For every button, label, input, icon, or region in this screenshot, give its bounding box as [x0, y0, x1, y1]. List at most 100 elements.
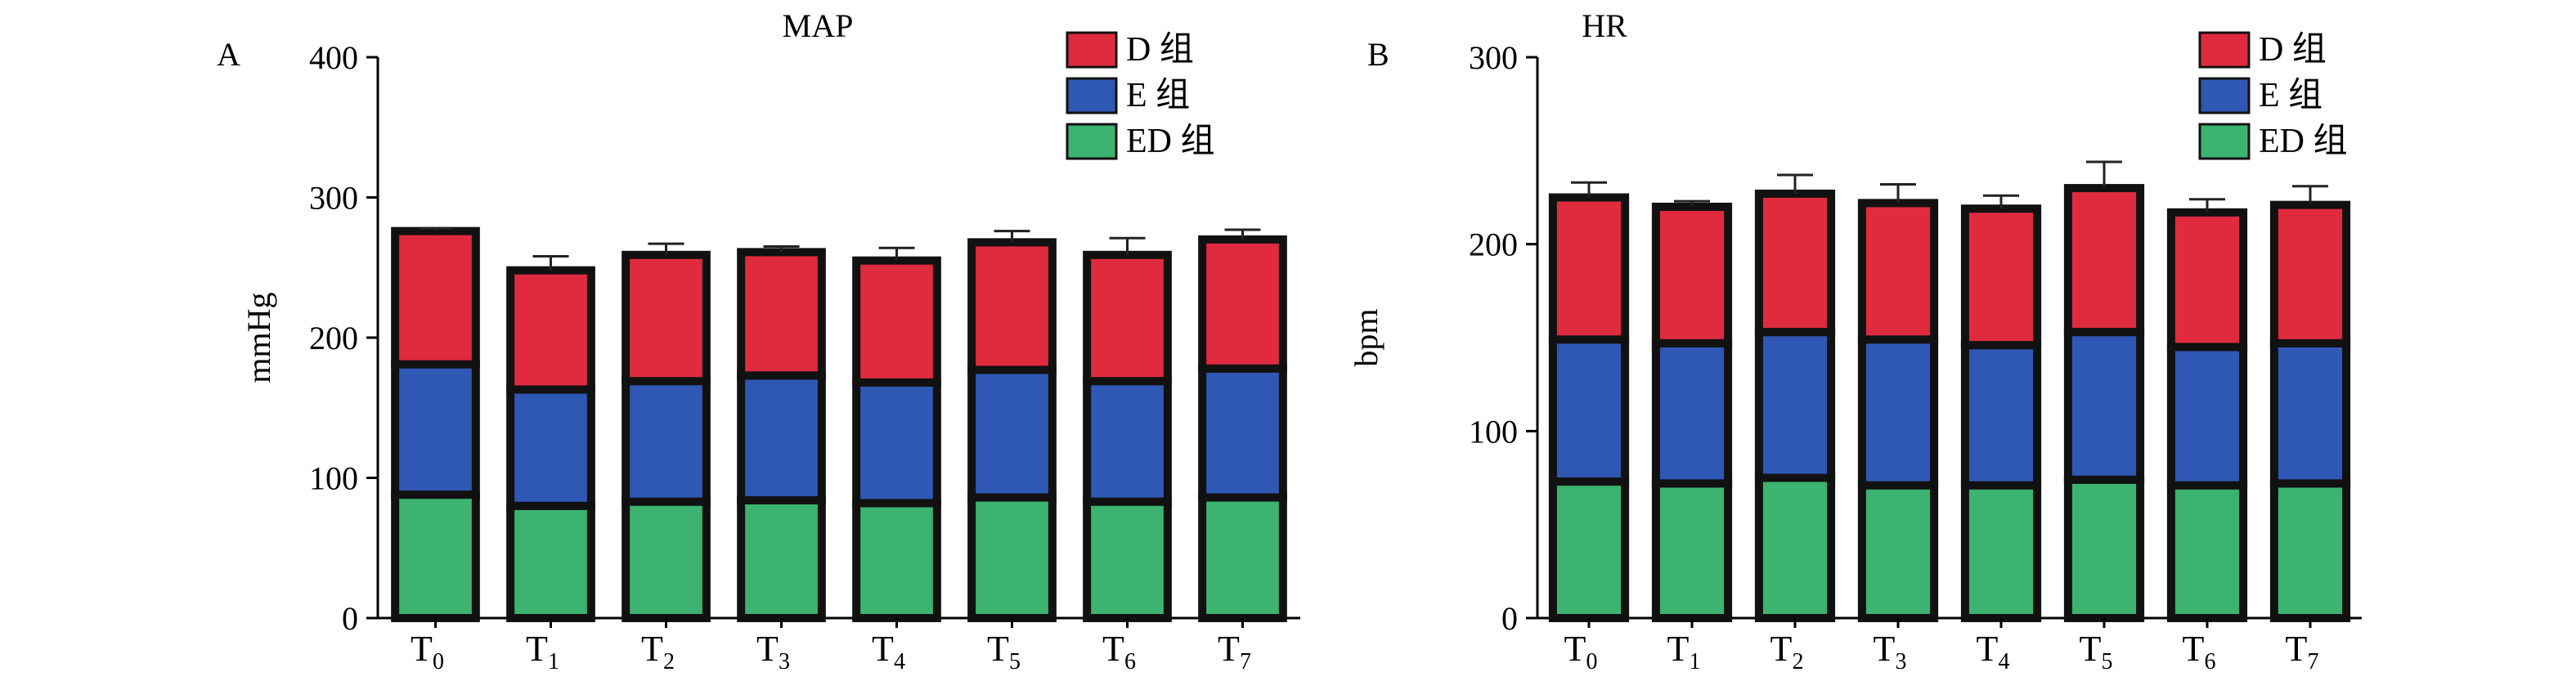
- x-tick-label: T4: [872, 629, 905, 674]
- bar-segment: [506, 385, 595, 510]
- bar-segment: [1198, 364, 1287, 502]
- x-tick-subscript: 1: [548, 649, 559, 674]
- x-tick-subscript: 3: [779, 649, 790, 674]
- x-tick-label: T1: [1667, 629, 1701, 674]
- bar-segment: [967, 365, 1057, 502]
- x-tick-label: T4: [1977, 629, 2010, 674]
- bar-segment: [737, 248, 826, 380]
- bar-segment: [1198, 235, 1287, 373]
- legend-label: E 组: [2259, 77, 2322, 114]
- bar-segment: [1857, 335, 1939, 490]
- legend-swatch: [2198, 123, 2251, 160]
- x-tick-label: T1: [526, 629, 559, 674]
- x-tick-base: T: [641, 629, 663, 669]
- x-tick-label: T3: [1874, 629, 1907, 674]
- bar-segment: [2166, 343, 2248, 490]
- x-tick-base: T: [2080, 629, 2102, 669]
- x-tick-subscript: 2: [1792, 649, 1803, 674]
- bar-segment: [852, 378, 941, 508]
- x-tick-base: T: [756, 629, 779, 669]
- bar-segment: [1754, 473, 1836, 622]
- legend-label: ED 组: [2259, 123, 2348, 160]
- x-tick-label: T3: [756, 629, 790, 674]
- x-tick-subscript: 6: [2204, 649, 2215, 674]
- bar-segment: [1651, 338, 1733, 488]
- x-tick-base: T: [1102, 629, 1124, 669]
- bar-segment: [2063, 475, 2145, 623]
- y-tick-label: 300: [309, 180, 358, 217]
- x-tick-subscript: 7: [2307, 649, 2318, 674]
- x-tick-label: T2: [641, 629, 675, 674]
- x-tick-label: T0: [1564, 629, 1598, 674]
- y-tick-label: 400: [309, 39, 358, 76]
- x-tick-subscript: 6: [1124, 649, 1136, 674]
- x-tick-label: T2: [1770, 629, 1804, 674]
- y-axis-label: bpm: [1348, 308, 1384, 366]
- bar-segment: [1651, 202, 1733, 347]
- x-tick-subscript: 5: [1009, 649, 1021, 674]
- x-tick-base: T: [1564, 629, 1586, 669]
- y-tick-label: 100: [1469, 413, 1518, 450]
- legend-label: D 组: [1126, 31, 1194, 69]
- x-tick-subscript: 0: [433, 649, 444, 674]
- x-tick-base: T: [1977, 629, 1999, 669]
- bar-segment: [2063, 328, 2145, 484]
- x-tick-base: T: [1770, 629, 1793, 669]
- bar-segment: [2269, 200, 2351, 347]
- bar-segment: [967, 493, 1057, 623]
- legend-label: E 组: [1126, 77, 1190, 114]
- x-tick-base: T: [526, 629, 548, 669]
- x-tick-label: T7: [1218, 629, 1251, 674]
- legend-label: D 组: [2259, 31, 2327, 69]
- x-tick-subscript: 5: [2101, 649, 2112, 674]
- bar-segment: [2063, 184, 2145, 337]
- bar-segment: [2166, 481, 2248, 622]
- x-tick-base: T: [872, 629, 894, 669]
- chart-title: MAP: [783, 7, 854, 44]
- x-tick-subscript: 4: [1998, 649, 2009, 674]
- legend-label: ED 组: [1126, 123, 1215, 160]
- y-tick-label: 200: [309, 320, 358, 356]
- bar-segment: [1857, 481, 1939, 622]
- bar-segment: [852, 499, 941, 622]
- bar-segment: [1857, 199, 1939, 344]
- x-tick-label: T6: [2183, 629, 2216, 674]
- bar-segment: [1548, 335, 1630, 486]
- bar-segment: [1651, 479, 1733, 622]
- y-tick-label: 0: [342, 600, 358, 637]
- x-tick-base: T: [1874, 629, 1896, 669]
- bar-segment: [622, 497, 711, 623]
- bar-segment: [622, 250, 711, 386]
- x-tick-label: T5: [987, 629, 1021, 674]
- x-tick-subscript: 2: [663, 649, 675, 674]
- bar-segment: [1960, 341, 2042, 490]
- bar-segment: [1754, 189, 1836, 337]
- bar-segment: [737, 371, 826, 504]
- x-tick-base: T: [2183, 629, 2205, 669]
- legend-swatch: [2198, 31, 2251, 69]
- y-axis-label: mmHg: [240, 292, 277, 383]
- bar-segment: [1548, 477, 1630, 622]
- bar-segment: [1754, 328, 1836, 482]
- bar-segment: [1083, 377, 1172, 506]
- x-tick-label: T5: [2080, 629, 2113, 674]
- x-tick-base: T: [2286, 629, 2308, 669]
- bar-segment: [622, 377, 711, 506]
- legend-swatch: [2198, 77, 2251, 114]
- bar-segment: [1960, 204, 2042, 350]
- y-tick-label: 300: [1469, 39, 1518, 76]
- bar-segment: [852, 256, 941, 387]
- panel-label: B: [1367, 36, 1389, 73]
- x-tick-base: T: [411, 629, 433, 669]
- bar-segment: [967, 238, 1057, 374]
- bar-segment: [1960, 481, 2042, 622]
- y-tick-label: 0: [1501, 600, 1518, 637]
- bar-segment: [1083, 250, 1172, 386]
- bar-segment: [506, 266, 595, 394]
- bar-segment: [391, 226, 480, 369]
- bar-segment: [2269, 338, 2351, 488]
- legend-swatch: [1066, 31, 1118, 69]
